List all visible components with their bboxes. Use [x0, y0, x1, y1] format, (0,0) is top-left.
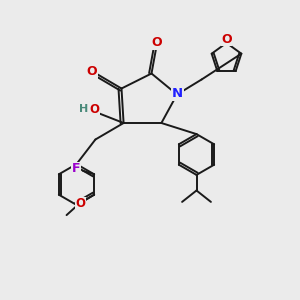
Text: N: N: [172, 87, 183, 101]
Text: O: O: [151, 36, 162, 49]
Text: O: O: [86, 65, 97, 78]
Text: O: O: [89, 103, 99, 116]
Text: F: F: [72, 162, 80, 176]
Text: H: H: [80, 104, 88, 115]
Text: O: O: [221, 33, 232, 46]
Text: O: O: [76, 197, 86, 210]
